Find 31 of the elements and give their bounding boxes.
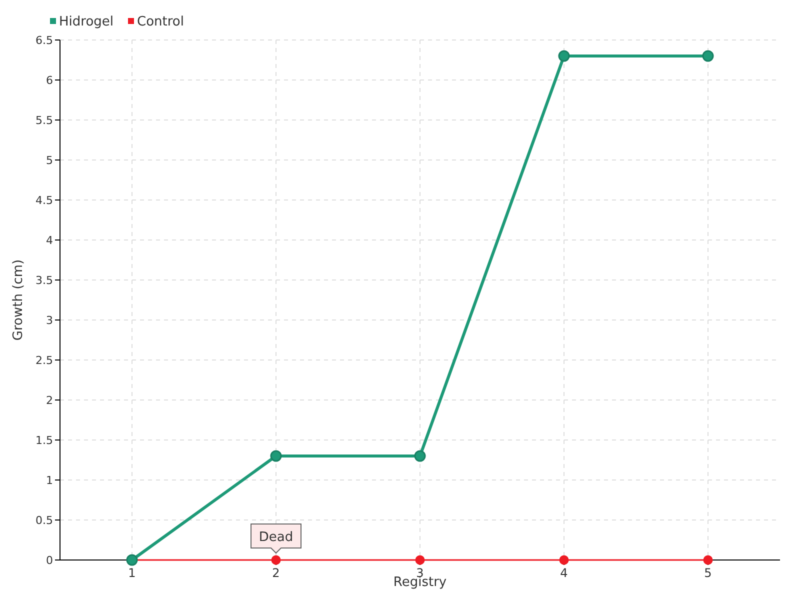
y-tick-label: 0 (46, 554, 53, 567)
annotation: Dead (258, 530, 294, 545)
x-axis-title: Registry (393, 575, 447, 590)
y-tick-label: 5 (46, 154, 53, 167)
point (703, 555, 713, 565)
y-tick-label: 3 (46, 314, 53, 327)
y-tick-label: 1.5 (36, 434, 53, 447)
y-tick-label: 1 (46, 474, 53, 487)
x-tick-label: 2 (272, 566, 280, 580)
point (415, 555, 425, 565)
y-tick-label: 2 (46, 394, 53, 407)
y-tick-label: 0.5 (36, 514, 53, 527)
y-tick-label: 4.5 (36, 194, 53, 207)
legend-label: Hidrogel (59, 14, 114, 30)
y-tick-label: 6.5 (36, 34, 53, 47)
y-tick-label: 2.5 (36, 354, 53, 367)
y-tick-label: 3.5 (36, 274, 53, 287)
point (558, 50, 570, 62)
x-tick-label: 4 (560, 566, 568, 580)
point (702, 50, 714, 62)
y-tick-label: 5.5 (36, 114, 53, 127)
y-tick-label: 6 (46, 74, 53, 87)
y-axis-title: Growth (cm) (11, 259, 26, 341)
point (559, 555, 569, 565)
x-tick-label: 1 (128, 566, 136, 580)
point (271, 555, 281, 565)
point (414, 450, 426, 462)
x-tick-label: 5 (704, 566, 712, 580)
legend-label: Control (137, 14, 184, 30)
y-tick-label: 4 (46, 234, 53, 247)
point (270, 450, 282, 462)
